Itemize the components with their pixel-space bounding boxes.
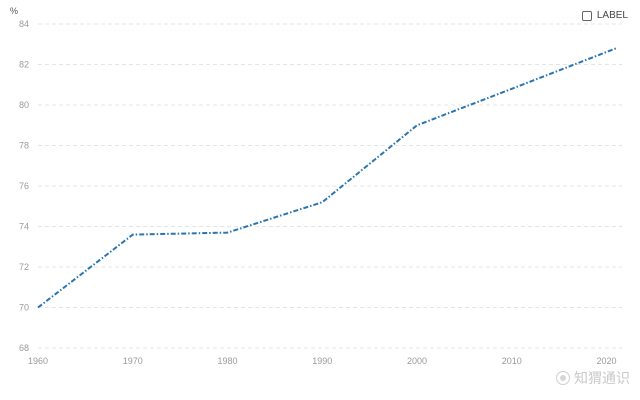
watermark-text: 知猬通识 xyxy=(574,371,630,387)
x-tick-label: 1990 xyxy=(312,356,332,366)
y-axis-unit: % xyxy=(10,6,18,16)
legend-checkbox[interactable] xyxy=(581,10,592,21)
x-tick-label: 2010 xyxy=(502,356,522,366)
y-tick-label: 72 xyxy=(19,262,29,272)
series-line xyxy=(37,47,617,309)
y-tick-label: 82 xyxy=(19,60,29,70)
x-tick-label: 2000 xyxy=(407,356,427,366)
legend-label: LABEL xyxy=(596,10,628,21)
watermark: 知猬通识 xyxy=(556,368,630,388)
y-tick-label: 80 xyxy=(19,100,29,110)
watermark-logo-icon xyxy=(556,371,570,385)
y-tick-label: 68 xyxy=(19,343,29,353)
legend-item[interactable]: LABEL xyxy=(581,10,628,21)
y-tick-label: 78 xyxy=(19,141,29,151)
x-tick-label: 1980 xyxy=(217,356,237,366)
y-tick-label: 84 xyxy=(19,19,29,29)
x-tick-label: 1970 xyxy=(123,356,143,366)
y-tick-label: 76 xyxy=(19,181,29,191)
x-tick-label: 1960 xyxy=(28,356,48,366)
y-tick-label: 74 xyxy=(19,222,29,232)
x-tick-label: 2020 xyxy=(597,356,617,366)
y-tick-label: 70 xyxy=(19,303,29,313)
